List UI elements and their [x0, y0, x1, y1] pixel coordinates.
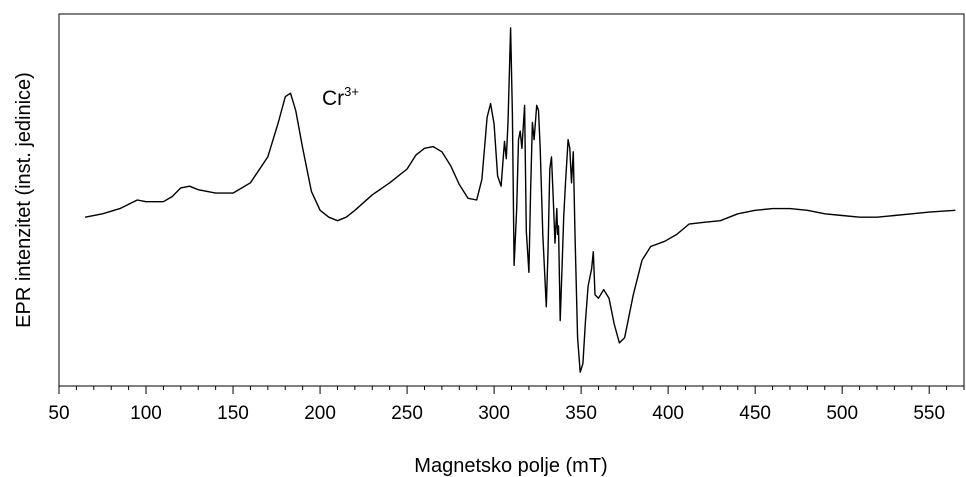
x-axis-title: Magnetsko polje (mT)	[414, 455, 607, 477]
y-axis-title: EPR intenzitet (inst. jedinice)	[13, 72, 35, 328]
x-tick-label: 400	[652, 403, 684, 424]
x-tick-label: 50	[48, 403, 69, 424]
annotation-superscript: 3+	[344, 84, 359, 99]
x-tick-label: 250	[391, 403, 423, 424]
x-tick-labels: 50 100 150 200 250 300 350 400 450 500 550	[48, 403, 945, 424]
annotation-base: Cr	[322, 87, 344, 110]
x-tick-label: 550	[913, 403, 945, 424]
x-tick-label: 300	[478, 403, 510, 424]
x-major-ticks	[58, 386, 930, 394]
x-tick-label: 150	[217, 403, 249, 424]
x-tick-label: 450	[739, 403, 771, 424]
x-tick-label: 100	[130, 403, 162, 424]
annotation-cr3: Cr3+	[322, 84, 359, 110]
x-tick-label: 200	[304, 403, 336, 424]
annotations: Cr3+	[322, 84, 359, 110]
x-minor-ticks	[75, 386, 965, 390]
x-tick-label: 500	[826, 403, 858, 424]
series-line	[84, 27, 956, 373]
x-tick-label: 350	[565, 403, 597, 424]
